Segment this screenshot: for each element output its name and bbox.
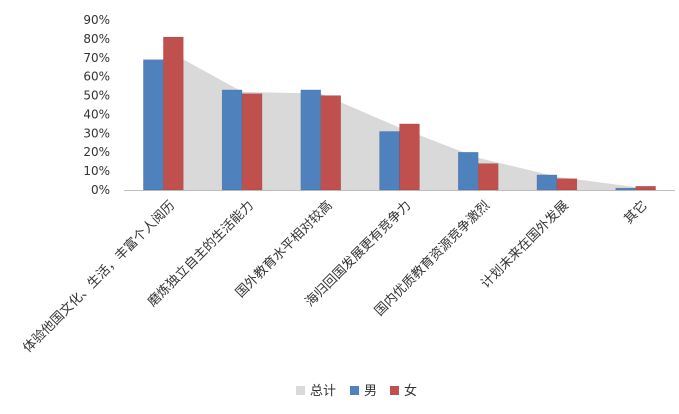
x-tick-label: 其它 bbox=[621, 198, 651, 228]
bar-女-0 bbox=[163, 36, 184, 191]
legend-label-女: 女 bbox=[404, 383, 417, 399]
y-tick-label: 0% bbox=[91, 183, 110, 197]
legend-label-总计: 总计 bbox=[310, 384, 336, 399]
bar-女-6 bbox=[635, 185, 656, 191]
y-tick-label: 60% bbox=[83, 70, 110, 84]
y-tick-label: 80% bbox=[83, 32, 110, 46]
bar-男-2 bbox=[300, 89, 322, 191]
legend-swatch-男 bbox=[350, 386, 359, 395]
bar-男-6 bbox=[615, 187, 636, 191]
x-tick-label: 体验他国文化、生活，丰富个人阅历 bbox=[20, 198, 178, 356]
y-tick-label: 90% bbox=[83, 13, 110, 27]
bar-男-3 bbox=[379, 131, 400, 191]
bar-男-1 bbox=[221, 89, 243, 191]
legend: 总计 男 女 bbox=[296, 383, 417, 399]
y-tick-label: 30% bbox=[83, 126, 110, 140]
bar-女-3 bbox=[399, 123, 420, 191]
bar-男-5 bbox=[536, 174, 558, 191]
bar-男-4 bbox=[457, 151, 479, 191]
y-tick-label: 70% bbox=[83, 51, 110, 65]
bar-女-1 bbox=[241, 93, 263, 191]
bar-女-4 bbox=[477, 163, 499, 191]
legend-label-男: 男 bbox=[364, 384, 377, 399]
bar-女-5 bbox=[556, 178, 578, 191]
y-tick-label: 40% bbox=[83, 107, 110, 121]
legend-swatch-总计 bbox=[296, 386, 305, 395]
bars-layer bbox=[143, 36, 656, 191]
total-area-layer bbox=[163, 48, 636, 191]
axes-layer: 0% 10% 20% 30% 40% 50% 60% 70% 80% 90% bbox=[83, 13, 675, 197]
y-tick-label: 50% bbox=[83, 89, 110, 103]
x-tick-label: 计划未来在国外发展 bbox=[478, 198, 572, 292]
legend-swatch-女 bbox=[390, 386, 399, 395]
total-area bbox=[163, 48, 636, 191]
x-tick-labels-layer: 体验他国文化、生活，丰富个人阅历磨炼独立自主的生活能力国外教育水平相对较高海归回… bbox=[20, 198, 651, 356]
bar-女-2 bbox=[320, 95, 342, 191]
y-tick-label: 10% bbox=[83, 164, 110, 178]
bar-男-0 bbox=[143, 59, 164, 191]
y-tick-label: 20% bbox=[83, 145, 110, 159]
